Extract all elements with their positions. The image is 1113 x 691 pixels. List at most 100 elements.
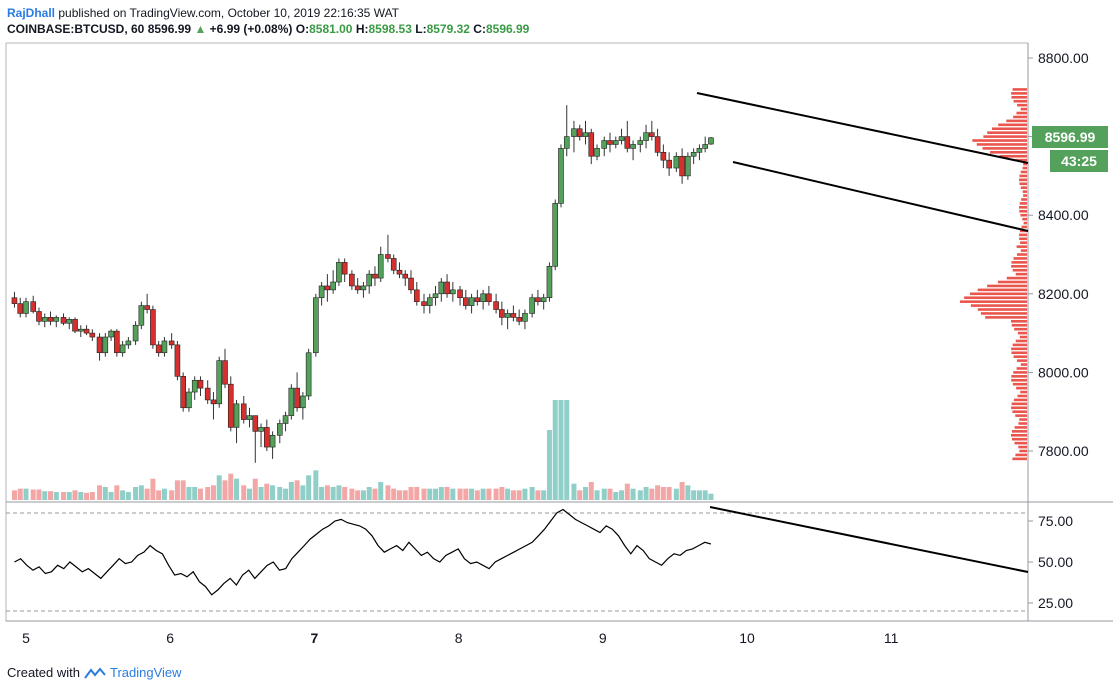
volume-bar [283,488,289,500]
volume-profile-bar [1019,335,1027,339]
volume-profile-bar [1019,178,1027,182]
volume-profile-bar [985,316,1027,319]
volume-profile-bar [1019,237,1027,241]
triangle-up-icon: ▲ [194,22,207,36]
price-tick-label: 8800.00 [1038,50,1089,66]
candle-body [17,303,24,314]
time-axis[interactable]: 5 6 7 8 9 10 11 [22,630,899,646]
candle-body [558,148,564,204]
volume-profile-bar [1017,331,1027,335]
volume-profile-bar [1011,375,1027,378]
volume-bar [277,487,283,500]
candle-body [47,317,54,322]
volume-bar [529,487,535,500]
rsi-tick-label: 25.00 [1038,595,1073,611]
volume-bar [679,482,685,500]
volume-bar [360,490,366,500]
volume-bar [84,492,90,500]
candle-body [77,328,84,332]
volume-profile-bar [1012,410,1027,413]
price-axis[interactable]: 7800.008000.008200.008400.008600.008800.… [1028,50,1089,459]
candle-body [264,427,270,448]
countdown-value: 43:25 [1061,153,1097,169]
volume-bar [588,482,594,500]
candle-body [60,317,67,324]
candle-body [690,152,697,157]
volume-bar [258,487,264,500]
candle-body [516,317,522,322]
candle-body [210,399,217,405]
volume-profile-bar [1019,206,1027,209]
volume-profile-bar [1012,88,1027,91]
volume-bar [552,400,558,500]
volume-bar [252,478,258,500]
time-tick-label: 10 [739,630,755,646]
volume-profile-bar [1020,241,1027,245]
candle-body [372,273,378,279]
volume-bar [23,488,29,500]
volume-profile-bar [977,308,1027,311]
candle-body [702,144,708,149]
volume-profile-bar [970,304,1027,307]
volume-bar [457,488,463,500]
lower-channel-line[interactable] [732,161,1029,232]
candle-body [432,293,439,299]
volume-profile-bar [1016,245,1027,248]
time-tick-label: 7 [311,630,319,646]
candle-body [108,330,114,338]
tradingview-brand[interactable]: TradingView [109,665,182,680]
volume-bar [696,490,702,500]
volume-bar [463,488,469,500]
candle-body [588,132,595,157]
candle-body [269,434,276,448]
candle-body [426,297,433,306]
candle-body [486,293,492,302]
volume-profile-bar [1020,363,1027,366]
volume-bar [234,478,240,500]
candle-body [288,387,295,416]
volume-bar [691,490,697,500]
volume-bar [336,485,342,500]
last-price-tag: 8596.99 43:25 [1032,126,1108,172]
volume-profile-bar [1014,327,1027,331]
candle-body [336,262,342,283]
candle-body [324,285,331,291]
open-value: 8581.00 [309,22,353,36]
volume-profile-bar [1020,107,1027,111]
candle-body [563,136,570,149]
volume-profile-bar [1011,437,1027,441]
volume-profile-bar [1019,449,1027,453]
volume-bar [300,485,306,500]
volume-profile-bar [1018,422,1027,425]
rsi-trend-line[interactable] [709,506,1029,573]
author-name[interactable]: RajDhall [7,6,56,20]
symbol-label: COINBASE:BTCUSD, 60 [7,22,145,36]
candle-body [607,140,613,145]
open-label: O: [295,22,310,36]
candle-body [679,155,685,177]
volume-profile-bar [980,312,1027,315]
volume-bar [582,487,588,500]
candle-body [258,427,264,432]
volume-profile-bar [1011,92,1027,95]
upper-channel-line[interactable] [696,92,1029,164]
rsi-line [14,508,712,596]
volume-profile-bar [1012,457,1027,461]
volume-bar [319,487,325,500]
candle-body [233,403,240,428]
volume-bar [649,488,655,500]
close-value: 8596.99 [485,22,530,36]
volume-bar [571,483,577,500]
candle-body [468,297,475,306]
candle-body [463,297,469,306]
volume-bar [330,487,336,500]
volume-bar [702,490,708,500]
volume-profile-bar [1022,166,1027,170]
volume-bar [541,490,547,500]
volume-bar [17,488,23,500]
volume-bar [270,485,276,500]
volume-profile-bar [1011,320,1027,323]
candle-body [119,344,126,354]
volume-profile-bar [1018,445,1027,449]
